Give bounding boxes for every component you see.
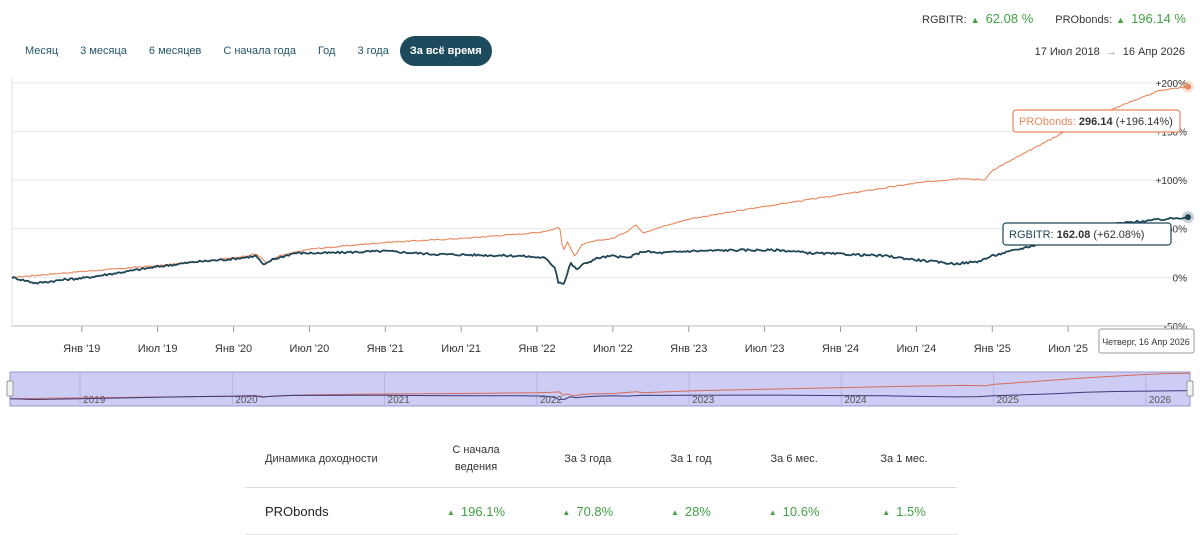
tab-3-years[interactable]: 3 года bbox=[357, 45, 389, 57]
performance-header-row: Динамика доходности С начала ведения За … bbox=[245, 430, 957, 488]
x-tick-label: Июл '24 bbox=[897, 343, 937, 355]
navigator-year-label: 2025 bbox=[997, 395, 1020, 406]
tab-ytd[interactable]: С начала года bbox=[223, 45, 296, 57]
cell-6-months: ▲ 10.6% bbox=[737, 487, 851, 535]
date-tooltip: Четверг, 16 Апр 2026 bbox=[1098, 328, 1195, 354]
up-triangle-icon: ▲ bbox=[768, 507, 777, 517]
x-tick-label: Янв '22 bbox=[518, 343, 555, 355]
x-tick-label: Янв '23 bbox=[670, 343, 707, 355]
probonds-summary-value: 196.14 % bbox=[1131, 11, 1186, 26]
main-chart[interactable]: -50% 0% +50% +100% +150% +200% Янв '19 Июл '19 Я… bbox=[0, 70, 1200, 360]
col-since-start: С начала ведения bbox=[421, 430, 531, 488]
probonds-summary: PRObonds: ▲ 196.14 % bbox=[1055, 11, 1186, 26]
row-name: PRObonds bbox=[245, 487, 421, 535]
x-tick-label: Июл '22 bbox=[593, 343, 633, 355]
date-tooltip-box bbox=[1098, 328, 1195, 354]
y-tick-label: +50% bbox=[1161, 225, 1187, 236]
rgbitr-summary-label: RGBITR: bbox=[922, 14, 967, 26]
rgbitr-line-end-marker bbox=[1185, 214, 1191, 221]
up-triangle-icon: ▲ bbox=[970, 15, 980, 25]
table-row: PRObonds ▲ 196.1% ▲ 70.8% ▲ 28% ▲ 10.6% ▲ 1.5… bbox=[245, 487, 957, 535]
y-tick-label: +100% bbox=[1156, 176, 1188, 187]
cell-1-month: ▲ 1.5% bbox=[850, 487, 957, 535]
cell-value: 196.1% bbox=[460, 503, 505, 519]
navigator-year-label: 2021 bbox=[388, 395, 411, 406]
up-triangle-icon: ▲ bbox=[882, 507, 891, 517]
probonds-tooltip-text: PRObonds: 296.14 (+196.14%) bbox=[1019, 116, 1173, 128]
cell-1-year: ▲ 28% bbox=[644, 487, 738, 535]
rgbitr-summary-value: 62.08 % bbox=[985, 11, 1034, 26]
navigator-rgbitr-line bbox=[9, 390, 1191, 401]
probonds-tooltip-name: PRObonds: bbox=[1019, 116, 1079, 128]
x-tick-label: Янв '19 bbox=[63, 343, 100, 355]
probonds-tooltip-value: 296.14 bbox=[1079, 116, 1116, 128]
probonds-tooltip: PRObonds: 296.14 (+196.14%) bbox=[1012, 109, 1181, 133]
navigator-year-label: 2023 bbox=[692, 395, 715, 406]
navigator-right-handle[interactable] bbox=[1186, 380, 1194, 397]
up-triangle-icon: ▲ bbox=[1116, 15, 1126, 25]
col-1-year: За 1 год bbox=[644, 430, 738, 488]
cell-value: 28% bbox=[684, 503, 711, 519]
cell-value: 70.8% bbox=[576, 503, 614, 519]
performance-header-label: Динамика доходности bbox=[245, 430, 421, 488]
up-triangle-icon: ▲ bbox=[671, 507, 679, 517]
rgbitr-tooltip: RGBITR: 162.08 (+62.08%) bbox=[1002, 222, 1172, 246]
probonds-tooltip-change: (+196.14%) bbox=[1116, 116, 1173, 128]
date-to[interactable]: 16 Апр 2026 bbox=[1122, 46, 1185, 58]
y-tick-label: +200% bbox=[1156, 79, 1188, 90]
navigator-year-label: 2022 bbox=[540, 395, 563, 406]
probonds-tooltip-box bbox=[1012, 109, 1181, 133]
col-3-years: За 3 года bbox=[531, 430, 645, 488]
col-1-month: За 1 мес. bbox=[850, 430, 957, 488]
y-tick-label: -50% bbox=[1164, 322, 1187, 333]
summary-legend: RGBITR: ▲ 62.08 % PRObonds: ▲ 196.14 % bbox=[922, 11, 1186, 26]
rgbitr-tooltip-box bbox=[1002, 222, 1172, 246]
x-tick-label: Июл '19 bbox=[138, 343, 178, 355]
rgbitr-tooltip-change: (+62.08%) bbox=[1093, 229, 1144, 241]
period-tabs: Месяц 3 месяца 6 месяцев С начала года Г… bbox=[14, 36, 492, 66]
cell-value: 10.6% bbox=[782, 503, 820, 519]
y-tick-label: 0% bbox=[1173, 273, 1188, 284]
navigator-left-handle[interactable] bbox=[6, 380, 14, 397]
probonds-summary-label: PRObonds: bbox=[1055, 14, 1113, 26]
probonds-line bbox=[11, 86, 1189, 279]
x-tick-label: Янв '24 bbox=[822, 343, 859, 355]
cell-3-years: ▲ 70.8% bbox=[531, 487, 645, 535]
rgbitr-summary: RGBITR: ▲ 62.08 % bbox=[922, 11, 1033, 26]
up-triangle-icon: ▲ bbox=[446, 507, 455, 517]
navigator-year-label: 2019 bbox=[83, 395, 106, 406]
date-range[interactable]: 17 Июл 2018 → 16 Апр 2026 bbox=[1035, 46, 1185, 58]
date-from[interactable]: 17 Июл 2018 bbox=[1034, 46, 1100, 58]
navigator-year-label: 2024 bbox=[844, 395, 867, 406]
tab-3-months[interactable]: 3 месяца bbox=[80, 45, 127, 57]
rgbitr-tooltip-name: RGBITR: bbox=[1009, 229, 1057, 241]
arrow-right-icon: → bbox=[1105, 46, 1117, 58]
x-tick-label: Июл '23 bbox=[745, 343, 785, 355]
x-tick-label: Июл '21 bbox=[441, 343, 481, 355]
y-tick-label: +150% bbox=[1156, 127, 1188, 138]
tab-6-months[interactable]: 6 месяцев bbox=[148, 45, 202, 57]
x-tick-label: Янв '20 bbox=[215, 343, 252, 355]
cell-value: 1.5% bbox=[896, 503, 926, 519]
rgbitr-tooltip-value: 162.08 bbox=[1057, 229, 1094, 241]
x-tick-label: Июл '25 bbox=[1048, 343, 1088, 355]
x-tick-label: Янв '21 bbox=[367, 343, 404, 355]
tab-year[interactable]: Год bbox=[317, 45, 336, 57]
up-triangle-icon: ▲ bbox=[562, 507, 571, 517]
x-tick-label: Июл '20 bbox=[290, 343, 330, 355]
tab-month[interactable]: Месяц bbox=[25, 45, 59, 57]
date-tooltip-text: Четверг, 16 Апр 2026 bbox=[1102, 337, 1190, 347]
rgbitr-tooltip-text: RGBITR: 162.08 (+62.08%) bbox=[1009, 229, 1144, 241]
rgbitr-line bbox=[11, 216, 1189, 285]
navigator-year-label: 2020 bbox=[235, 395, 258, 406]
tab-all-time[interactable]: За всё время bbox=[399, 36, 492, 66]
col-since-start-label: С начала ведения bbox=[452, 443, 500, 473]
cell-since-start: ▲ 196.1% bbox=[421, 487, 531, 535]
navigator-year-label: 2026 bbox=[1149, 395, 1172, 406]
performance-table: Динамика доходности С начала ведения За … bbox=[245, 430, 957, 535]
x-tick-label: Янв '25 bbox=[974, 343, 1011, 355]
col-6-months: За 6 мес. bbox=[737, 430, 851, 488]
probonds-line-end-marker bbox=[1185, 83, 1191, 90]
range-navigator[interactable]: 2019 2020 2021 2022 2023 2024 2025 2026 bbox=[0, 370, 1200, 410]
